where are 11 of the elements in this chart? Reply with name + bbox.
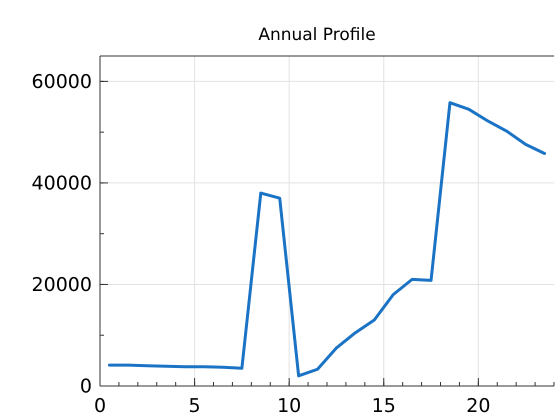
y-tick-label: 20000: [32, 274, 92, 296]
y-tick-label: 40000: [32, 172, 92, 195]
x-tick-label: 10: [277, 395, 302, 417]
y-tick-label: 60000: [32, 71, 92, 94]
x-tick-label: 15: [372, 395, 396, 417]
line-series: [108, 101, 546, 378]
chart-title: Annual Profile: [258, 25, 376, 45]
x-tick-label: 20: [466, 395, 490, 417]
x-tick-label: 0: [94, 395, 106, 417]
y-tick-label: 0: [80, 376, 92, 398]
x-tick-label: 5: [188, 395, 201, 417]
